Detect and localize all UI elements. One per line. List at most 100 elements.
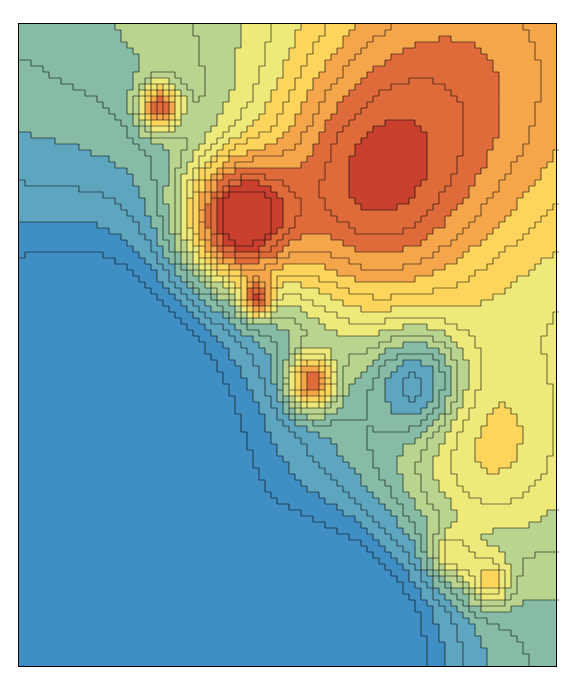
contour-cell — [307, 198, 314, 205]
contour-cell — [151, 336, 158, 343]
contour-cell — [301, 300, 308, 307]
contour-cell — [313, 306, 320, 313]
contour-cell — [331, 120, 338, 127]
contour-cell — [367, 114, 374, 121]
contour-cell — [19, 312, 26, 319]
contour-cell — [547, 336, 554, 343]
contour-cell — [199, 48, 206, 55]
contour-cell — [19, 204, 26, 211]
contour-cell — [325, 24, 332, 31]
contour-cell — [85, 150, 92, 157]
contour-cell — [265, 228, 272, 235]
contour-cell — [277, 60, 284, 67]
contour-cell — [235, 186, 242, 193]
contour-cell — [211, 330, 218, 337]
contour-cell — [43, 270, 50, 277]
contour-cell — [505, 102, 512, 109]
contour-cell — [241, 294, 248, 301]
contour-cell — [433, 318, 440, 325]
contour-cell — [415, 342, 422, 349]
contour-cell — [79, 354, 86, 361]
contour-cell — [151, 156, 158, 163]
contour-cell — [205, 168, 212, 175]
contour-cell — [379, 108, 386, 115]
contour-cell — [103, 30, 110, 37]
contour-cell — [163, 342, 170, 349]
contour-cell — [253, 288, 260, 295]
contour-cell — [337, 168, 344, 175]
contour-cell — [499, 222, 506, 229]
contour-cell — [469, 288, 476, 295]
contour-cell — [493, 168, 500, 175]
contour-cell — [541, 72, 548, 79]
contour-cell — [73, 180, 80, 187]
contour-cell — [277, 120, 284, 127]
contour-cell — [49, 330, 56, 337]
contour-cell — [313, 42, 320, 49]
contour-cell — [73, 282, 80, 289]
contour-cell — [481, 228, 488, 235]
contour-cell — [37, 72, 44, 79]
contour-cell — [385, 258, 392, 265]
contour-cell — [253, 300, 260, 307]
contour-cell — [103, 270, 110, 277]
contour-cell — [529, 96, 536, 103]
contour-cell — [469, 282, 476, 289]
contour-cell — [469, 150, 476, 157]
contour-cell — [469, 96, 476, 103]
contour-cell — [193, 336, 200, 343]
contour-cell — [265, 66, 272, 73]
contour-cell — [247, 276, 254, 283]
contour-cell — [337, 246, 344, 253]
contour-cell — [265, 42, 272, 49]
contour-cell — [379, 36, 386, 43]
contour-cell — [493, 48, 500, 55]
contour-cell — [343, 144, 350, 151]
contour-cell — [337, 264, 344, 271]
contour-cell — [553, 108, 557, 115]
contour-cell — [301, 108, 308, 115]
contour-cell — [433, 84, 440, 91]
contour-cell — [115, 264, 122, 271]
contour-cell — [283, 324, 290, 331]
contour-cell — [355, 168, 362, 175]
contour-cell — [259, 282, 266, 289]
contour-cell — [385, 294, 392, 301]
contour-cell — [343, 324, 350, 331]
contour-cell — [409, 270, 416, 277]
contour-cell — [289, 222, 296, 229]
contour-cell — [73, 246, 80, 253]
contour-cell — [481, 60, 488, 67]
contour-cell — [55, 288, 62, 295]
contour-cell — [31, 42, 38, 49]
contour-cell — [79, 174, 86, 181]
contour-cell — [79, 240, 86, 247]
contour-cell — [175, 72, 182, 79]
contour-cell — [115, 312, 122, 319]
contour-cell — [463, 192, 470, 199]
contour-cell — [145, 30, 152, 37]
contour-cell — [427, 210, 434, 217]
contour-cell — [475, 294, 482, 301]
contour-cell — [547, 294, 554, 301]
contour-cell — [553, 84, 557, 91]
contour-cell — [481, 204, 488, 211]
contour-cell — [415, 102, 422, 109]
contour-cell — [397, 288, 404, 295]
contour-cell — [127, 192, 134, 199]
contour-cell — [49, 300, 56, 307]
contour-cell — [367, 348, 374, 355]
contour-cell — [175, 192, 182, 199]
contour-cell — [37, 312, 44, 319]
contour-cell — [469, 294, 476, 301]
contour-cell — [25, 222, 32, 229]
contour-cell — [463, 66, 470, 73]
contour-cell — [343, 330, 350, 337]
contour-cell — [397, 36, 404, 43]
contour-cell — [49, 48, 56, 55]
contour-cell — [199, 348, 206, 355]
contour-cell — [265, 198, 272, 205]
contour-cell — [241, 288, 248, 295]
contour-cell — [85, 168, 92, 175]
contour-cell — [157, 54, 164, 61]
